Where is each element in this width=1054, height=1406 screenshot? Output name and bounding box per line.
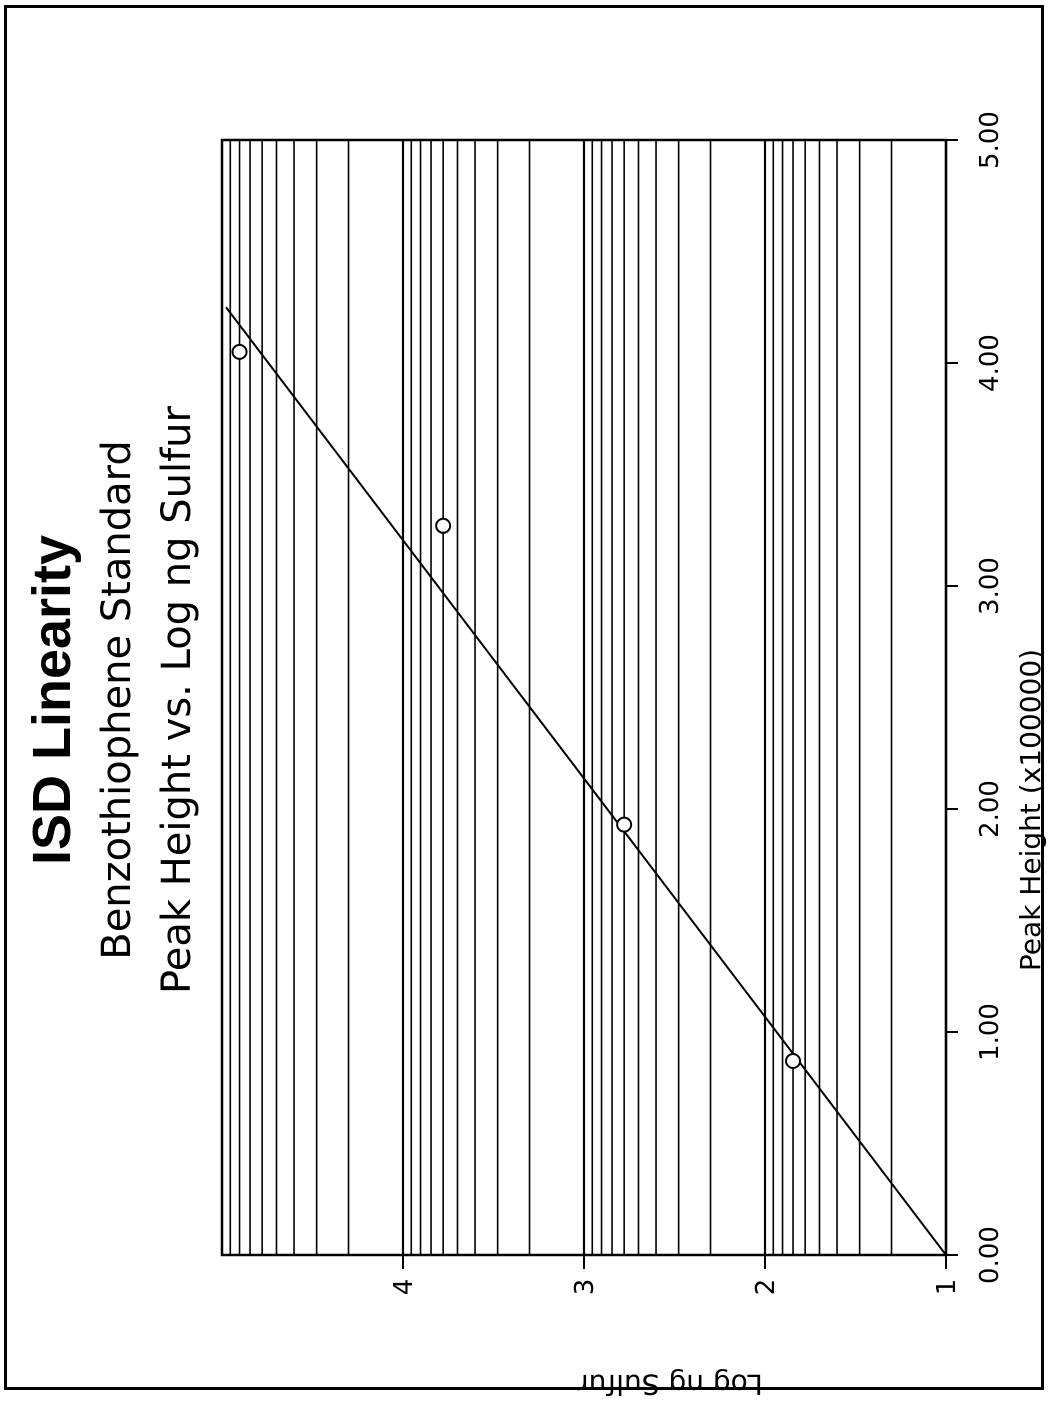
- fit-line: [225, 306, 947, 1256]
- data-point: [231, 343, 248, 360]
- x-tick-label: 0.00: [975, 1226, 1005, 1284]
- x-tick-label: 5.00: [975, 111, 1005, 169]
- data-point: [785, 1052, 802, 1069]
- chart-subtitle-2: Peak Height vs. Log ng Sulfur: [154, 405, 200, 993]
- data-point: [616, 816, 633, 833]
- x-tick-label: 3.00: [975, 557, 1005, 615]
- y-tick-label: 4: [389, 1279, 419, 1296]
- chart-title: ISD Linearity: [22, 535, 82, 865]
- y-tick-label: 3: [570, 1279, 600, 1296]
- data-point: [435, 517, 452, 534]
- x-tick-label: 1.00: [975, 1003, 1005, 1061]
- y-axis-label: Log ng Sulfur: [577, 1368, 763, 1401]
- y-tick-label: 2: [751, 1279, 781, 1296]
- x-axis-label: Peak Height (x100000): [1014, 649, 1047, 971]
- x-tick-label: 4.00: [975, 334, 1005, 392]
- x-tick-label: 2.00: [975, 780, 1005, 838]
- chart-subtitle: Benzothiophene Standard: [94, 440, 140, 960]
- figure-frame: [4, 5, 1044, 1390]
- y-tick-label: 1: [932, 1279, 962, 1296]
